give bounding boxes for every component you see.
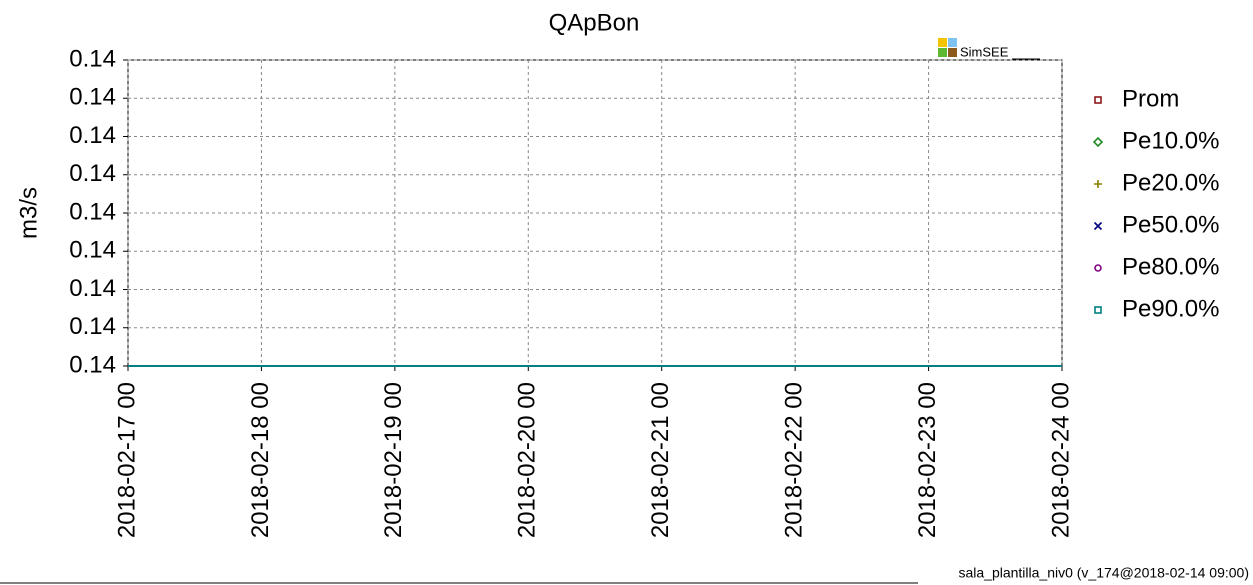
legend-item: Pe20.0% <box>1094 169 1219 196</box>
legend-marker <box>1094 306 1102 314</box>
y-tick-label: 0.14 <box>69 160 116 187</box>
logo-square <box>938 48 947 57</box>
legend-label: Prom <box>1122 85 1179 112</box>
x-tick-label: 2018-02-24 00 <box>1047 382 1074 538</box>
y-axis-label: m3/s <box>15 187 42 239</box>
legend-marker <box>1094 96 1102 104</box>
y-tick-label: 0.14 <box>69 275 116 302</box>
y-tick-label: 0.14 <box>69 237 116 264</box>
legend-label: Pe10.0% <box>1122 127 1219 154</box>
x-tick-label: 2018-02-23 00 <box>914 382 941 538</box>
footer: sala_plantilla_niv0 (v_174@2018-02-14 09… <box>958 565 1249 581</box>
legend-marker <box>1094 180 1102 188</box>
x-tick-label: 2018-02-20 00 <box>514 382 541 538</box>
legend-item: Pe90.0% <box>1094 295 1219 322</box>
legend-label: Pe90.0% <box>1122 295 1219 322</box>
logo-square <box>948 48 957 57</box>
x-tick-label: 2018-02-17 00 <box>113 382 140 538</box>
legend-label: Pe50.0% <box>1122 211 1219 238</box>
legend-label: Pe80.0% <box>1122 253 1219 280</box>
y-tick-label: 0.14 <box>69 122 116 149</box>
legend-item: Pe80.0% <box>1094 253 1219 280</box>
y-tick-label: 0.14 <box>69 351 116 378</box>
x-tick-label: 2018-02-22 00 <box>780 382 807 538</box>
x-tick-label: 2018-02-21 00 <box>647 382 674 538</box>
legend-item: Pe50.0% <box>1093 211 1219 238</box>
y-tick-label: 0.14 <box>69 45 116 72</box>
legend-item: Pe10.0% <box>1092 127 1219 154</box>
legend-item: Prom <box>1094 85 1179 112</box>
chart-title: QApBon <box>549 9 640 36</box>
legend-marker <box>1093 221 1103 231</box>
x-tick-label: 2018-02-18 00 <box>247 382 274 538</box>
legend-label: Pe20.0% <box>1122 169 1219 196</box>
y-tick-label: 0.14 <box>69 198 116 225</box>
logo-text: SimSEE <box>960 44 1009 59</box>
logo: SimSEE <box>938 38 1040 60</box>
legend-marker <box>1094 264 1102 272</box>
x-tick-label: 2018-02-19 00 <box>380 382 407 538</box>
legend-marker <box>1092 136 1104 148</box>
y-tick-label: 0.14 <box>69 84 116 111</box>
logo-square <box>948 38 957 47</box>
logo-square <box>938 38 947 47</box>
y-tick-label: 0.14 <box>69 313 116 340</box>
